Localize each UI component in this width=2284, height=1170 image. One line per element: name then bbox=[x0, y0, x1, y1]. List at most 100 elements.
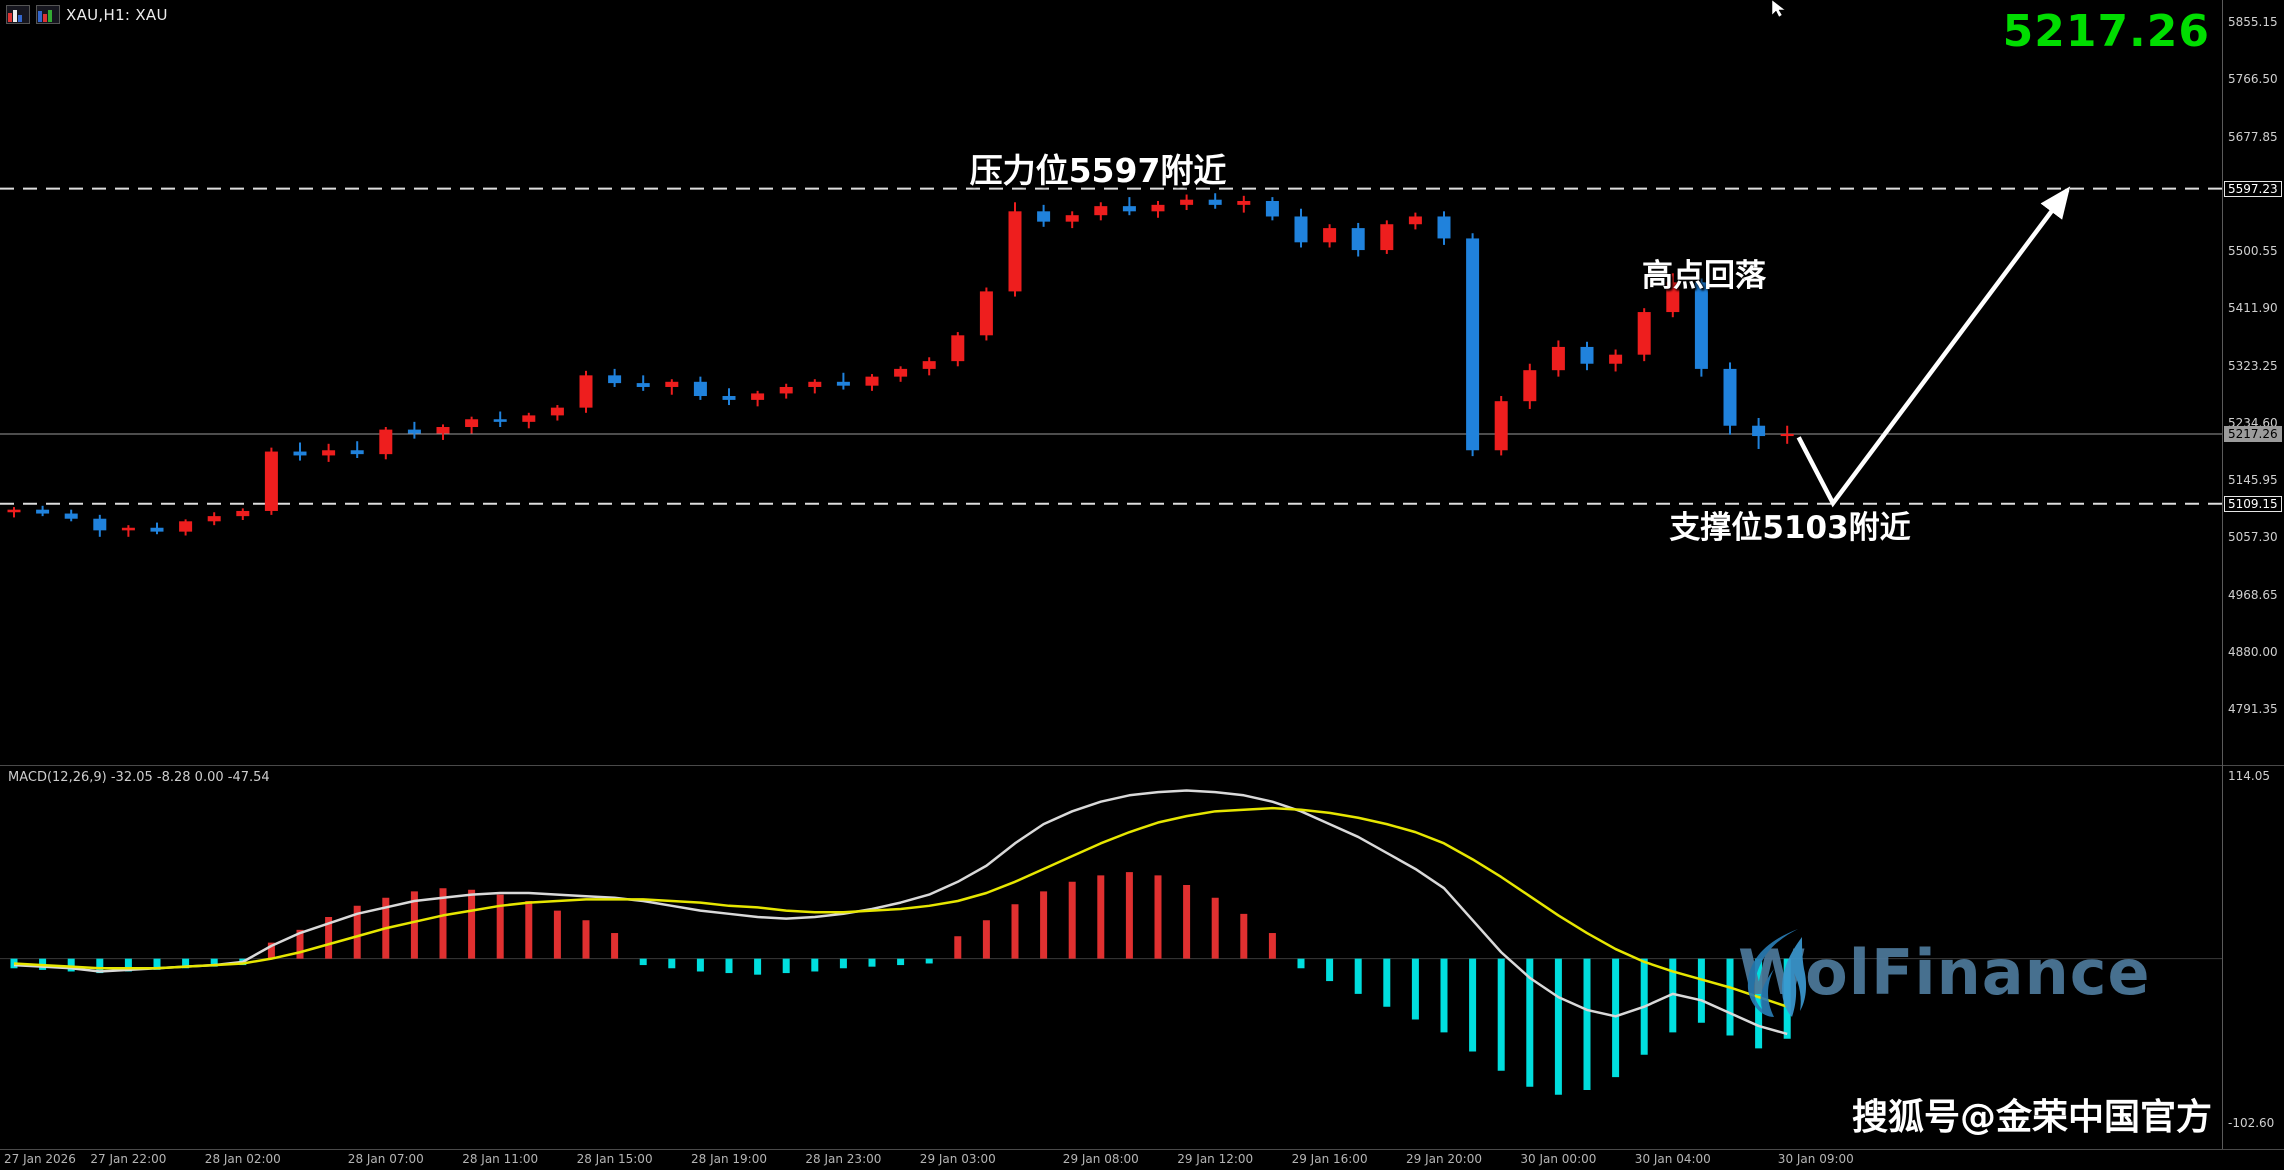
candle-body bbox=[264, 451, 278, 511]
candle-body bbox=[1723, 368, 1737, 426]
macd-indicator-panel[interactable] bbox=[0, 765, 2284, 1149]
candle-body bbox=[1494, 401, 1508, 451]
candle-body bbox=[665, 381, 679, 387]
time-axis-label: 28 Jan 15:00 bbox=[576, 1152, 653, 1166]
resistance-annotation[interactable]: 压力位5597附近 bbox=[969, 151, 1227, 190]
time-axis-label: 28 Jan 07:00 bbox=[347, 1152, 424, 1166]
time-axis-label: 30 Jan 00:00 bbox=[1520, 1152, 1597, 1166]
peak-pullback-annotation[interactable]: 高点回落 bbox=[1642, 258, 1766, 294]
time-axis-label: 28 Jan 11:00 bbox=[462, 1152, 539, 1166]
price-axis-label: 5677.85 bbox=[2228, 129, 2278, 144]
chart-title-bar: XAU,H1: XAU bbox=[6, 5, 168, 24]
candle-body bbox=[1351, 228, 1365, 251]
sohu-account-watermark: 搜狐号@金荣中国官方 bbox=[1851, 1097, 2212, 1138]
candle-body bbox=[7, 509, 21, 513]
projection-arrow[interactable] bbox=[1796, 186, 2071, 508]
candle-body bbox=[836, 381, 850, 386]
candle-body bbox=[1294, 216, 1308, 243]
mouse-cursor bbox=[1771, 0, 1786, 18]
candle-body bbox=[1037, 211, 1051, 222]
brand-watermark-text: WolFinance bbox=[1738, 936, 2151, 1009]
candle-body bbox=[64, 513, 78, 519]
candle-body bbox=[1780, 433, 1794, 437]
price-axis[interactable]: 5855.15 5766.50 5677.85 5500.55 5411.90 5323.… bbox=[2222, 0, 2284, 1149]
candle-body bbox=[1323, 228, 1337, 243]
candle-body bbox=[579, 375, 593, 408]
time-axis-label: 29 Jan 16:00 bbox=[1291, 1152, 1368, 1166]
candle-body bbox=[1523, 370, 1537, 402]
price-axis-label: 4791.35 bbox=[2228, 702, 2278, 716]
candle-body bbox=[350, 450, 364, 455]
price-axis-label: 4880.00 bbox=[2228, 644, 2278, 659]
support-annotation[interactable]: 支撑位5103附近 bbox=[1669, 510, 1911, 546]
time-axis-label: 29 Jan 12:00 bbox=[1177, 1152, 1254, 1166]
price-axis-label: 5323.25 bbox=[2228, 358, 2278, 373]
candle-body bbox=[1408, 216, 1422, 225]
current-price-tag: 5217.26 bbox=[2224, 425, 2282, 442]
candle-body bbox=[36, 509, 50, 514]
candle-body bbox=[1694, 282, 1708, 369]
candle-body bbox=[922, 361, 936, 369]
candle-body bbox=[1094, 206, 1108, 216]
price-axis-label: 4968.65 bbox=[2228, 587, 2278, 602]
brand-watermark: WolFinance bbox=[1738, 928, 2151, 1017]
candle-body bbox=[608, 375, 622, 384]
candle-body bbox=[1237, 200, 1251, 205]
chart-title: XAU,H1: XAU bbox=[66, 5, 168, 24]
candle-body bbox=[150, 527, 164, 532]
time-axis[interactable]: 27 Jan 2026 27 Jan 22:00 28 Jan 02:00 28 Ja… bbox=[0, 1150, 2284, 1170]
time-axis-label: 29 Jan 08:00 bbox=[1062, 1152, 1139, 1166]
candle-body bbox=[493, 419, 507, 422]
candle-body bbox=[1466, 238, 1480, 451]
candle-body bbox=[207, 516, 221, 522]
price-axis-label: 5500.55 bbox=[2228, 244, 2278, 258]
candle-body bbox=[1609, 354, 1623, 364]
macd-axis-label: -102.60 bbox=[2228, 1116, 2275, 1130]
chart-symbol-icon bbox=[36, 5, 60, 24]
current-quote: 5217.26 bbox=[2002, 6, 2210, 57]
time-axis-label: 27 Jan 22:00 bbox=[90, 1152, 167, 1166]
candle-body bbox=[1180, 199, 1194, 205]
time-axis-label: 30 Jan 09:00 bbox=[1777, 1152, 1854, 1166]
candle-body bbox=[293, 451, 307, 456]
time-axis-separator bbox=[0, 1149, 2284, 1150]
price-axis-label: 5145.95 bbox=[2228, 473, 2278, 487]
macd-line bbox=[13, 789, 1788, 1036]
candle-body bbox=[121, 527, 135, 531]
candle-body bbox=[1008, 211, 1022, 292]
candle-body bbox=[808, 381, 822, 387]
time-axis-label: 29 Jan 20:00 bbox=[1406, 1152, 1482, 1166]
level-price-tag: 5597.23 bbox=[2224, 180, 2282, 197]
macd-axis-label: 114.05 bbox=[2228, 769, 2270, 783]
level-price-tag: 5109.15 bbox=[2224, 495, 2282, 512]
candle-body bbox=[1437, 216, 1451, 239]
candle-body bbox=[1122, 206, 1136, 212]
time-axis-label: 28 Jan 02:00 bbox=[204, 1152, 281, 1166]
candle-body bbox=[1580, 346, 1594, 364]
candle-body bbox=[1551, 346, 1565, 371]
price-axis-label: 5411.90 bbox=[2228, 301, 2278, 316]
candle-body bbox=[1666, 282, 1680, 313]
candle-body bbox=[436, 427, 450, 434]
candle-body bbox=[979, 291, 993, 336]
candle-body bbox=[865, 376, 879, 386]
candle-body bbox=[751, 393, 765, 400]
candle-body bbox=[379, 429, 393, 455]
candle-body bbox=[1637, 312, 1651, 355]
leaf-logo-icon bbox=[1747, 928, 1807, 1017]
panel-separator[interactable] bbox=[0, 765, 2284, 766]
candle-body bbox=[1151, 204, 1165, 212]
time-axis-label: 30 Jan 04:00 bbox=[1634, 1152, 1711, 1166]
app-icon bbox=[6, 5, 30, 24]
macd-indicator-label: MACD(12,26,9) -32.05 -8.28 0.00 -47.54 bbox=[8, 770, 270, 785]
candle-body bbox=[179, 521, 193, 532]
time-axis-label: 29 Jan 03:00 bbox=[919, 1152, 996, 1166]
price-axis-label: 5766.50 bbox=[2228, 72, 2278, 87]
price-chart[interactable] bbox=[0, 0, 2284, 765]
candle-body bbox=[322, 450, 336, 456]
candle-body bbox=[1065, 215, 1079, 222]
time-axis-label: 27 Jan 2026 bbox=[4, 1152, 76, 1166]
candle-body bbox=[894, 368, 908, 377]
candle-body bbox=[550, 407, 564, 416]
